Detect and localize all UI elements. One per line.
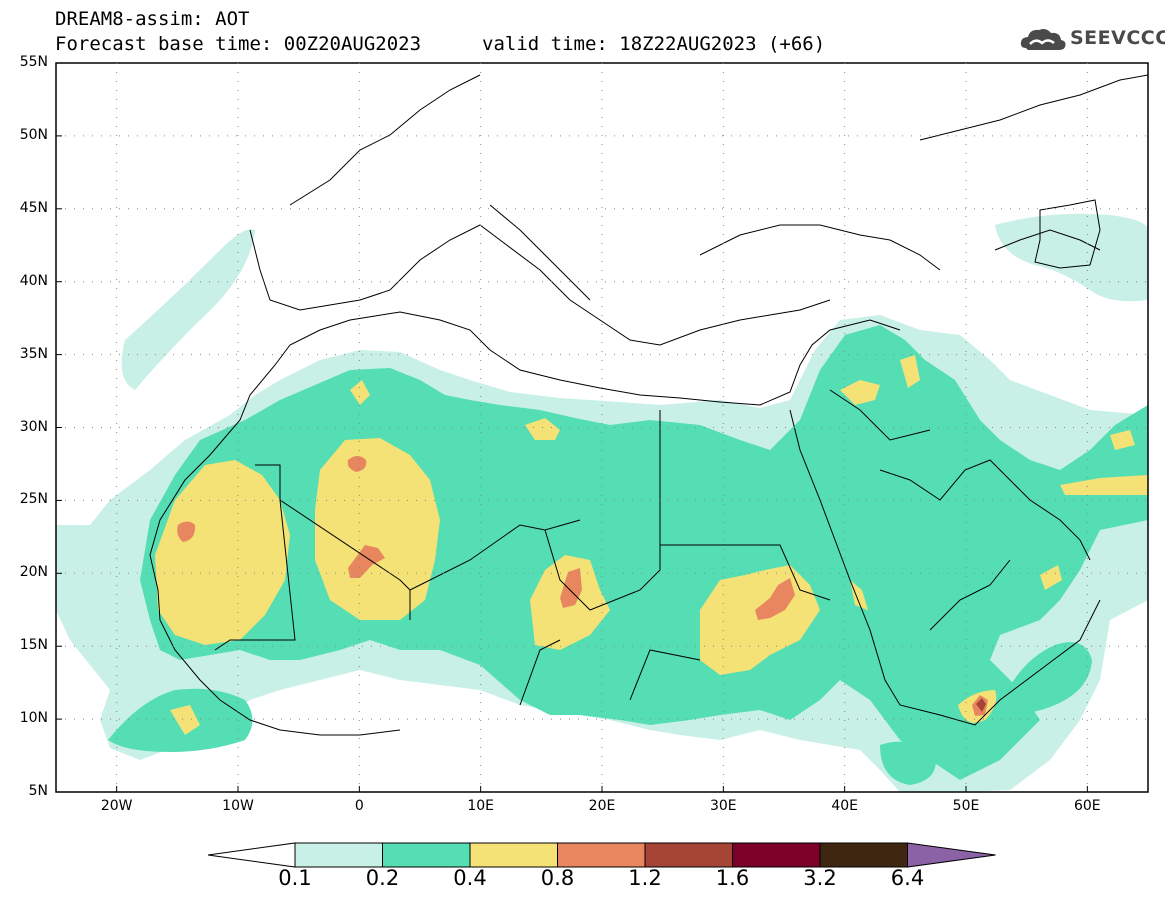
- lon-label: 40E: [831, 798, 858, 814]
- lat-label: 5N: [28, 783, 48, 799]
- lon-label: 10E: [467, 798, 494, 814]
- logo-text: SEEVCCC: [1070, 27, 1165, 49]
- lon-label: 20E: [588, 798, 616, 814]
- colorbar-level-label: 0.8: [540, 866, 575, 890]
- cloud-icon: [1020, 29, 1066, 50]
- colorbar-level-label: 3.2: [803, 866, 837, 890]
- lon-label: 50E: [952, 798, 980, 814]
- lat-label: 10N: [19, 710, 48, 727]
- lon-label: 30E: [709, 798, 737, 814]
- colorbar-level-label: 1.6: [715, 866, 750, 890]
- lat-label: 20N: [19, 564, 48, 581]
- colorbar-level-label: 0.4: [453, 866, 487, 890]
- colorbar-level-label: 1.2: [628, 866, 662, 890]
- map-title: DREAM8-assim: AOT: [55, 8, 250, 30]
- colorbar-box: [294, 842, 383, 868]
- lat-label: 45N: [19, 199, 48, 216]
- aot-field-1.2: [976, 698, 986, 712]
- lon-label: 0: [354, 798, 364, 814]
- lon-label: 60E: [1073, 798, 1101, 814]
- aot-field-0.8: [177, 456, 988, 716]
- colorbar-box: [469, 842, 558, 868]
- colorbar-box: [819, 842, 908, 868]
- valid-time: valid time: 18Z22AUG2023 (+66): [482, 33, 826, 55]
- lon-label: 20W: [100, 798, 133, 814]
- colorbar-level-label: 0.2: [365, 866, 400, 890]
- forecast-base-time: Forecast base time: 00Z20AUG2023: [55, 33, 422, 55]
- lat-label: 35N: [19, 345, 48, 362]
- lat-label: 15N: [19, 637, 48, 654]
- colorbar-box: [732, 842, 821, 868]
- colorbar-over-triangle: [907, 842, 996, 868]
- colorbar-box: [557, 842, 646, 868]
- coastlines-borders: [149, 74, 1148, 736]
- colorbar-box: [644, 842, 733, 868]
- lon-label: 10W: [222, 798, 254, 814]
- colorbar-level-label: 6.4: [890, 866, 925, 890]
- graticule: [56, 63, 1148, 792]
- colorbar-level-label: 0.1: [278, 866, 312, 890]
- lat-label: 30N: [19, 418, 48, 435]
- lat-label: 25N: [19, 491, 48, 508]
- seevccc-logo: SEEVCCC: [1018, 24, 1165, 54]
- lat-label: 40N: [19, 272, 48, 289]
- lat-label: 55N: [19, 54, 48, 70]
- lat-label: 50N: [19, 126, 48, 143]
- colorbar-under-triangle: [207, 842, 296, 868]
- colorbar-box: [382, 842, 471, 868]
- axis-ticks: [56, 62, 1088, 793]
